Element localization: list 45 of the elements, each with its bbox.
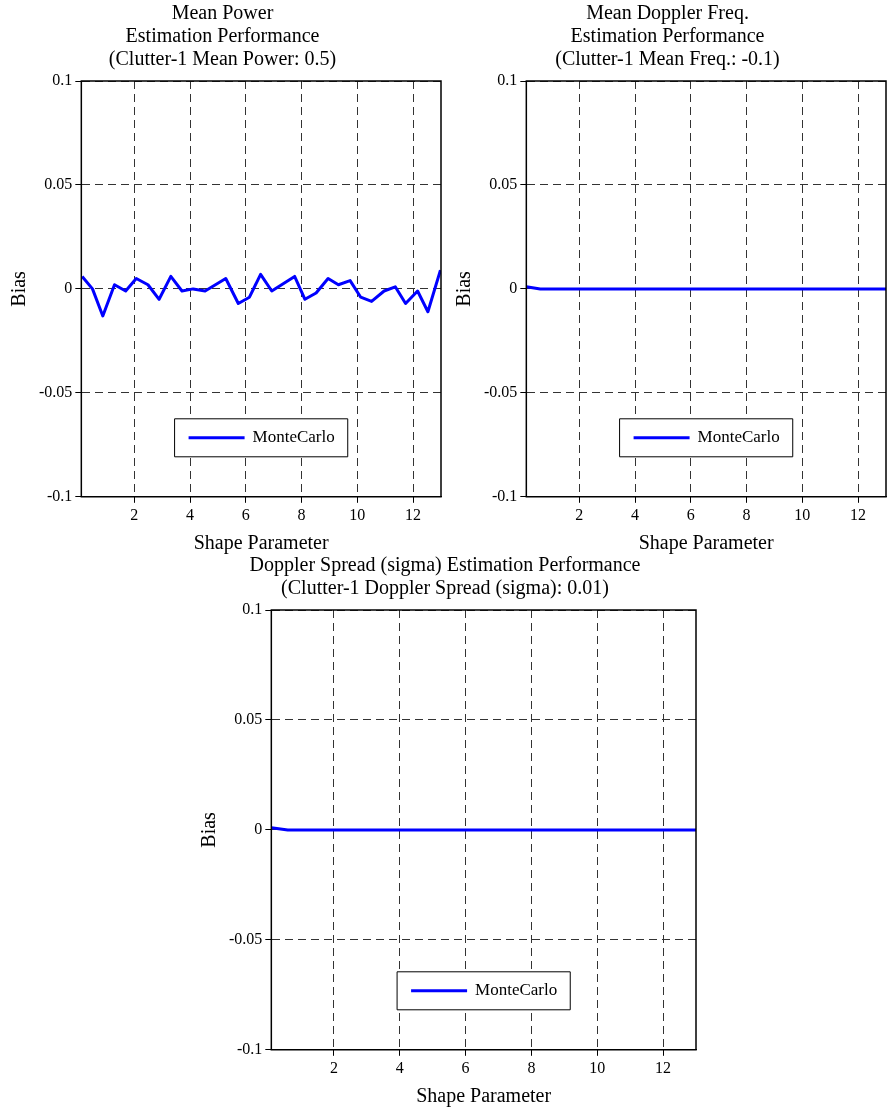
x-tick-label: 6	[241, 505, 250, 523]
y-tick-label: -0.1	[47, 487, 73, 504]
chart-title: Doppler Spread (sigma) Estimation Performance (Clutter-1 Doppler Spread (sigma): 0.01)	[249, 552, 641, 599]
x-tick-label: 10	[589, 1058, 606, 1076]
x-tick-label: 6	[686, 505, 695, 523]
y-tick-label: -0.05	[229, 930, 263, 948]
x-tick-label: 8	[297, 505, 306, 523]
x-tick-label: 2	[130, 505, 139, 523]
y-tick-label: 0.1	[242, 600, 263, 618]
y-tick-label: -0.05	[39, 383, 73, 401]
y-tick-label: -0.05	[484, 383, 518, 401]
x-tick-label: 12	[850, 505, 867, 523]
x-tick-label: 12	[405, 505, 422, 523]
y-tick-label: 0	[509, 279, 518, 297]
x-axis-title: Shape Parameter	[193, 531, 329, 555]
x-axis-title: Shape Parameter	[416, 1084, 552, 1108]
y-tick-label: 0	[254, 820, 263, 838]
y-axis-title: Bias	[452, 270, 475, 307]
y-tick-label: 0.05	[489, 175, 518, 193]
y-tick-label: 0	[64, 279, 73, 297]
x-tick-label: 8	[742, 505, 751, 523]
x-tick-label: 8	[527, 1058, 536, 1076]
x-tick-label: 12	[655, 1058, 672, 1076]
y-axis-title: Bias	[197, 811, 220, 848]
x-tick-label: 10	[794, 505, 811, 523]
legend-label: MonteCarlo	[697, 427, 780, 447]
x-tick-label: 4	[186, 505, 195, 523]
y-tick-label: 0.1	[52, 71, 73, 89]
x-tick-label: 6	[461, 1058, 470, 1076]
x-tick-label: 4	[395, 1058, 404, 1076]
y-tick-label: -0.1	[492, 487, 518, 504]
x-tick-label: 10	[349, 505, 366, 523]
x-tick-label: 2	[575, 505, 584, 523]
x-tick-label: 2	[329, 1058, 338, 1076]
legend-label: MonteCarlo	[475, 980, 558, 1000]
chart-title: Mean Doppler Freq. Estimation Performance (Clutter-1 Mean Freq.: -0.1)	[555, 0, 780, 70]
y-tick-label: 0.1	[497, 71, 518, 89]
y-axis-title: Bias	[7, 270, 30, 307]
x-axis-title: Shape Parameter	[638, 531, 774, 555]
chart-title: Mean Power Estimation Performance (Clutter-1 Mean Power: 0.5)	[108, 0, 337, 70]
y-tick-label: -0.1	[237, 1040, 263, 1057]
y-tick-label: 0.05	[234, 710, 263, 728]
y-tick-label: 0.05	[44, 175, 73, 193]
legend-label: MonteCarlo	[252, 427, 335, 447]
x-tick-label: 4	[631, 505, 640, 523]
